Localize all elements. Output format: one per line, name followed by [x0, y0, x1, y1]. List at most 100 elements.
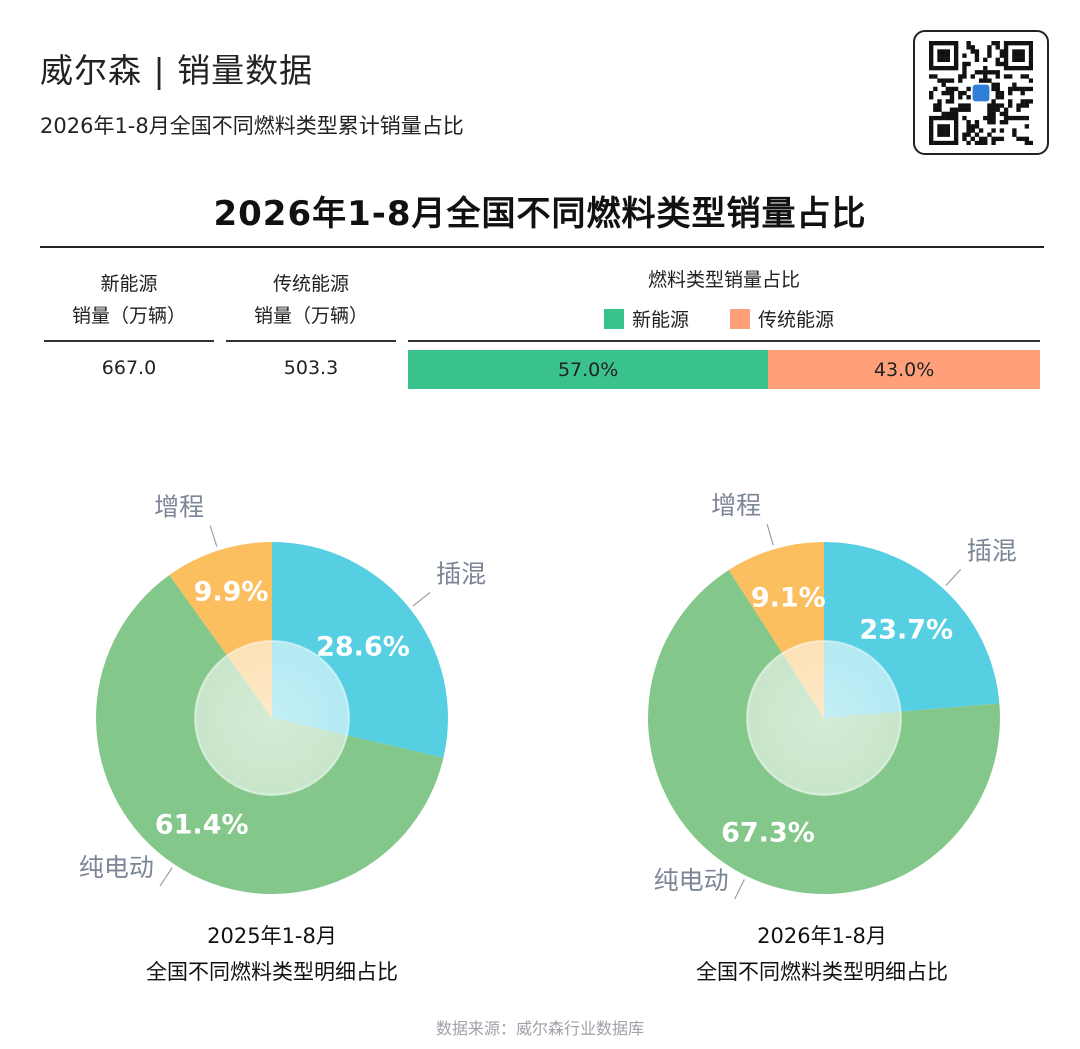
qr-module: [974, 123, 980, 129]
qr-module: [991, 102, 996, 108]
qr-module: [933, 140, 938, 145]
qr-module: [999, 90, 1005, 95]
qr-module: [1003, 73, 1009, 79]
qr-module: [929, 127, 934, 133]
qr-module: [999, 94, 1005, 99]
qr-module: [983, 65, 988, 70]
qr-module: [966, 44, 971, 50]
pie-2025-center-highlight: [194, 640, 350, 796]
pie-2025-leader-bev: [159, 867, 173, 887]
qr-module: [945, 123, 950, 129]
qr-module: [991, 136, 996, 141]
qr-module: [953, 57, 959, 62]
qr-module: [1003, 61, 1009, 66]
qr-module: [1012, 86, 1017, 91]
qr-module: [1008, 102, 1013, 108]
qr-module: [974, 69, 980, 74]
qr-module: [970, 123, 975, 129]
legend-label-traditional: 传统能源: [758, 309, 835, 331]
qr-module: [941, 82, 946, 87]
qr-module: [953, 65, 959, 70]
qr-module: [962, 136, 967, 141]
pie-2025-label-bev: 纯电动: [79, 853, 154, 882]
qr-module: [941, 123, 946, 129]
qr-module: [929, 48, 934, 54]
qr-module: [1020, 86, 1025, 91]
qr-module: [1028, 57, 1033, 62]
qr-logo-icon: [972, 84, 990, 101]
qr-module: [995, 90, 1000, 95]
qr-module: [937, 98, 942, 104]
qr-module: [1020, 52, 1025, 58]
qr-module: [1008, 73, 1013, 79]
qr-module: [941, 111, 946, 116]
pie-2026-label-phev: 插混: [967, 536, 1017, 565]
qr-module: [953, 127, 959, 133]
qr-module: [966, 123, 971, 129]
nev-header-line-2: 销量（万辆）: [71, 305, 186, 327]
qr-module: [953, 107, 959, 112]
qr-module: [1024, 73, 1030, 79]
qr-module: [1016, 40, 1021, 45]
qr-module: [1008, 98, 1013, 104]
nev-sales-value: 667.0: [101, 357, 157, 379]
qr-module: [987, 52, 992, 58]
qr-module: [953, 111, 959, 116]
qr-module: [1008, 65, 1013, 70]
qr-module: [962, 73, 967, 79]
qr-module: [958, 102, 963, 108]
qr-module: [929, 52, 934, 58]
qr-module: [1008, 90, 1013, 95]
qr-module: [941, 140, 946, 145]
qr-module: [941, 57, 946, 62]
qr-module: [1028, 52, 1033, 58]
qr-module: [1028, 44, 1033, 50]
qr-module: [1024, 136, 1030, 141]
brand-title: 威尔森 | 销量数据: [40, 51, 314, 90]
qr-module: [987, 115, 992, 120]
qr-module: [966, 132, 971, 137]
qr-module: [987, 102, 992, 108]
qr-module: [970, 73, 975, 79]
qr-module: [941, 52, 946, 58]
qr-module: [958, 73, 963, 79]
qr-module: [1020, 40, 1025, 45]
qr-module: [1008, 40, 1013, 45]
qr-module: [929, 44, 934, 50]
qr-module: [991, 111, 996, 116]
qr-module: [945, 127, 950, 133]
qr-module: [933, 40, 938, 45]
qr-module: [999, 111, 1005, 116]
qr-module: [941, 77, 946, 83]
qr-module: [949, 90, 955, 95]
pie-2025-value-erev: 9.9%: [194, 577, 269, 608]
qr-module: [949, 111, 955, 116]
qr-module: [929, 115, 934, 120]
qr-module: [937, 127, 942, 133]
qr-module: [999, 127, 1005, 133]
pie-2026-caption: 2026年1-8月 全国不同燃料类型明细占比: [622, 918, 1022, 990]
qr-module: [958, 107, 963, 112]
qr-module: [974, 48, 980, 54]
qr-module: [937, 40, 942, 45]
qr-module: [966, 94, 971, 99]
qr-module: [941, 115, 946, 120]
qr-module: [949, 140, 955, 145]
qr-module: [1028, 98, 1033, 104]
qr-module: [983, 57, 988, 62]
qr-module: [933, 107, 938, 112]
qr-module: [1020, 57, 1025, 62]
qr-module: [1012, 57, 1017, 62]
qr-module: [1003, 52, 1009, 58]
qr-module: [978, 69, 984, 74]
qr-module: [945, 65, 950, 70]
qr-module: [945, 52, 950, 58]
qr-module: [949, 115, 955, 120]
qr-module: [937, 140, 942, 145]
qr-module: [1003, 57, 1009, 62]
qr-module: [966, 127, 971, 133]
pie-2025-value-bev: 61.4%: [155, 809, 249, 840]
qr-module: [949, 77, 955, 83]
trad-sales-header: 传统能源 销量（万辆）: [226, 268, 396, 332]
qr-module: [1003, 40, 1009, 45]
